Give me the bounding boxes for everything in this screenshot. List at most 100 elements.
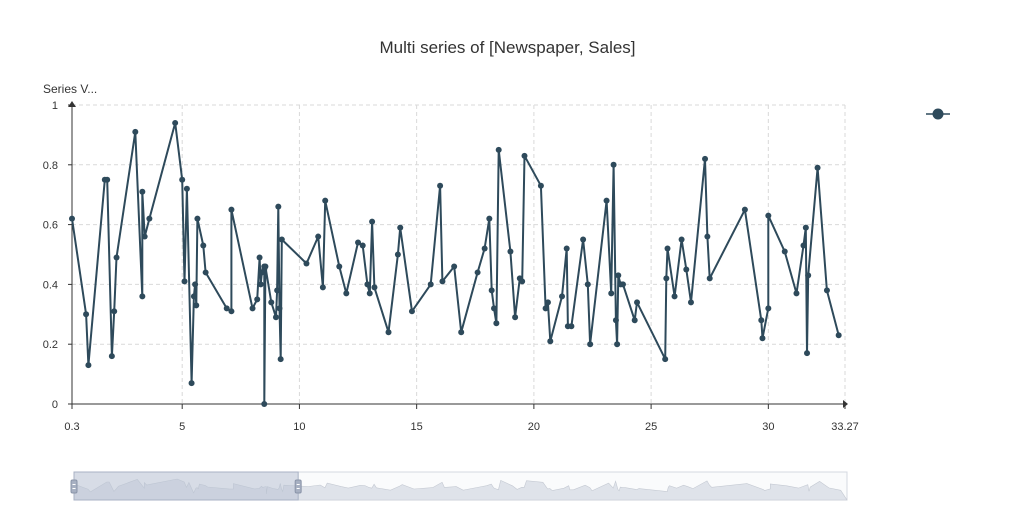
data-point[interactable]	[759, 335, 766, 342]
data-point[interactable]	[835, 332, 842, 339]
data-point[interactable]	[521, 152, 528, 159]
data-point[interactable]	[394, 251, 401, 258]
data-point[interactable]	[277, 356, 284, 363]
data-point[interactable]	[192, 281, 199, 288]
data-point[interactable]	[568, 323, 575, 330]
data-point[interactable]	[519, 278, 526, 285]
data-point[interactable]	[678, 236, 685, 243]
zoom-selected-window[interactable]	[73, 471, 299, 501]
data-point[interactable]	[512, 314, 519, 321]
data-point[interactable]	[683, 266, 690, 273]
data-point[interactable]	[615, 272, 622, 279]
data-point[interactable]	[132, 128, 139, 135]
legend[interactable]	[926, 108, 950, 120]
data-point[interactable]	[371, 284, 378, 291]
data-point[interactable]	[85, 362, 92, 369]
zoom-handle-right[interactable]	[294, 479, 302, 494]
data-point[interactable]	[451, 263, 458, 270]
data-point[interactable]	[802, 224, 809, 231]
data-point[interactable]	[493, 320, 500, 327]
data-point[interactable]	[702, 155, 709, 162]
data-point[interactable]	[385, 329, 392, 336]
data-point[interactable]	[249, 305, 256, 312]
data-point[interactable]	[183, 185, 190, 192]
data-point[interactable]	[256, 254, 263, 261]
data-point[interactable]	[603, 197, 610, 204]
data-point[interactable]	[200, 242, 207, 249]
data-point[interactable]	[563, 245, 570, 252]
data-point[interactable]	[111, 308, 118, 315]
data-point[interactable]	[69, 215, 75, 222]
data-point[interactable]	[619, 281, 626, 288]
data-point[interactable]	[408, 308, 415, 315]
zoom-handle-left[interactable]	[70, 479, 78, 494]
data-point[interactable]	[495, 146, 502, 153]
data-point[interactable]	[437, 182, 444, 189]
data-point[interactable]	[781, 248, 788, 255]
data-point[interactable]	[488, 287, 495, 294]
data-point[interactable]	[343, 290, 350, 297]
data-point[interactable]	[474, 269, 481, 276]
data-point[interactable]	[491, 305, 498, 312]
data-point[interactable]	[765, 305, 772, 312]
data-point[interactable]	[439, 278, 446, 285]
data-point[interactable]	[262, 263, 269, 270]
data-point[interactable]	[486, 215, 493, 222]
data-point[interactable]	[671, 293, 678, 300]
data-point[interactable]	[322, 197, 329, 204]
data-point[interactable]	[278, 236, 285, 243]
data-point[interactable]	[141, 233, 148, 240]
data-point[interactable]	[542, 305, 549, 312]
data-point[interactable]	[172, 119, 179, 126]
data-point[interactable]	[704, 233, 711, 240]
data-point[interactable]	[364, 281, 371, 288]
data-point[interactable]	[202, 269, 209, 276]
data-point[interactable]	[228, 206, 235, 213]
data-point[interactable]	[610, 161, 617, 168]
data-point[interactable]	[139, 293, 146, 300]
data-point[interactable]	[319, 284, 326, 291]
data-point[interactable]	[275, 203, 282, 210]
data-point[interactable]	[257, 281, 264, 288]
data-point[interactable]	[108, 353, 115, 360]
data-point[interactable]	[194, 215, 201, 222]
data-point[interactable]	[706, 275, 713, 282]
data-point[interactable]	[179, 176, 186, 183]
data-zoom-slider[interactable]	[70, 471, 848, 501]
data-point[interactable]	[481, 245, 488, 252]
data-point[interactable]	[193, 302, 200, 309]
data-point[interactable]	[315, 233, 322, 240]
data-point[interactable]	[507, 248, 514, 255]
data-point[interactable]	[800, 242, 807, 249]
data-point[interactable]	[544, 299, 551, 306]
data-point[interactable]	[146, 215, 153, 222]
data-point[interactable]	[359, 242, 366, 249]
legend-marker[interactable]	[932, 108, 944, 120]
data-point[interactable]	[397, 224, 404, 231]
data-point[interactable]	[268, 299, 275, 306]
data-point[interactable]	[547, 338, 554, 345]
data-point[interactable]	[580, 236, 587, 243]
data-point[interactable]	[662, 356, 669, 363]
data-point[interactable]	[276, 305, 283, 312]
data-point[interactable]	[228, 308, 235, 315]
data-point[interactable]	[741, 206, 748, 213]
data-point[interactable]	[181, 278, 188, 285]
data-point[interactable]	[458, 329, 465, 336]
data-point[interactable]	[369, 218, 376, 225]
data-point[interactable]	[663, 275, 670, 282]
data-point[interactable]	[366, 290, 373, 297]
data-point[interactable]	[631, 317, 638, 324]
data-point[interactable]	[274, 287, 281, 294]
data-point[interactable]	[758, 317, 765, 324]
data-point[interactable]	[139, 188, 146, 195]
data-point[interactable]	[587, 341, 594, 348]
data-point[interactable]	[113, 254, 120, 261]
data-point[interactable]	[188, 380, 195, 387]
data-point[interactable]	[634, 299, 641, 306]
data-point[interactable]	[765, 212, 772, 219]
data-point[interactable]	[104, 176, 111, 183]
data-point[interactable]	[814, 164, 821, 171]
data-point[interactable]	[805, 272, 812, 279]
